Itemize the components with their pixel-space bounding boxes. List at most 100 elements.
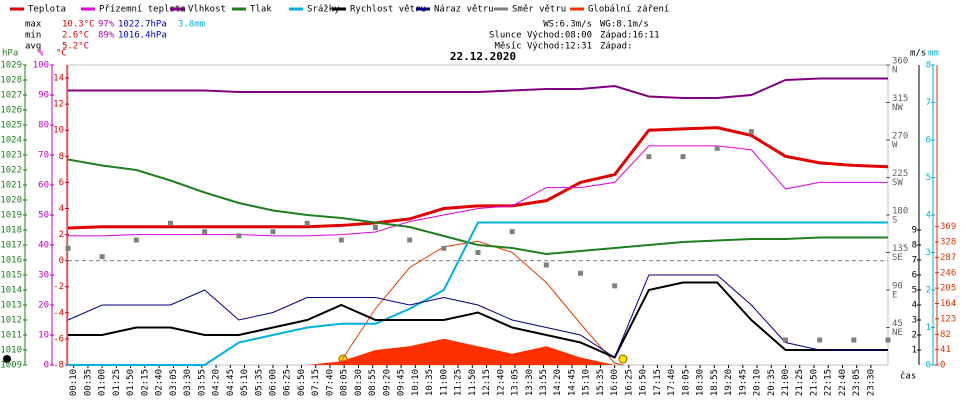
- stat: 97%: [98, 20, 115, 30]
- direction-point: [304, 220, 310, 226]
- x-tick-label: 06:50: [297, 369, 307, 396]
- series-line: [68, 281, 888, 359]
- y-tick-label: 315: [892, 94, 908, 104]
- direction-point: [543, 262, 549, 268]
- x-tick-label: 04:20: [212, 369, 222, 396]
- y-tick-label: 1017: [0, 241, 22, 251]
- x-tick-label: 10:35: [425, 369, 435, 396]
- y-tick-label: 164: [940, 299, 956, 309]
- y-tick-label: 1028: [0, 76, 22, 86]
- y-tick-label: 5: [912, 286, 917, 296]
- x-tick-label: 18:05: [681, 369, 691, 396]
- direction-point: [680, 154, 686, 160]
- y-tick-label: 1027: [0, 91, 22, 101]
- stat: 5.2°C: [62, 42, 89, 52]
- y-tick-label: 10: [53, 126, 64, 136]
- direction-point: [441, 245, 447, 251]
- info: Západ:16:11: [600, 31, 660, 41]
- x-tick-label: 14:45: [567, 369, 577, 396]
- info: WS:6.3m/s: [543, 20, 592, 30]
- y-tick-label: -6: [53, 334, 64, 344]
- y-tick-label: 10: [38, 331, 49, 341]
- y-tick-label: 2: [912, 331, 917, 341]
- series-line: [67, 158, 888, 256]
- y-tick-label: 0: [44, 361, 49, 371]
- x-tick-label: 02:15: [140, 369, 150, 396]
- y-tick-label: 1025: [0, 121, 22, 131]
- x-tick-label: 21:00: [781, 369, 791, 396]
- y-tick-label: 225: [892, 169, 908, 179]
- y-tick-label: 1023: [0, 151, 22, 161]
- direction-point: [270, 229, 276, 235]
- stat: 3.8mm: [178, 20, 205, 30]
- x-tick-label: 11:00: [439, 369, 449, 396]
- x-tick-label: 21:50: [809, 369, 819, 396]
- series-line: [67, 126, 889, 230]
- y-tick-label: 40: [38, 241, 49, 251]
- y-tick-label: 100: [33, 61, 49, 71]
- x-axis-label: čas: [900, 371, 916, 382]
- compass-label: NW: [892, 103, 903, 113]
- y-tick-label: 60: [38, 181, 49, 191]
- legend-label: Globální záření: [588, 5, 669, 15]
- x-tick-label: 13:30: [525, 369, 535, 396]
- x-tick-label: 03:05: [169, 369, 179, 396]
- x-tick-label: 12:15: [482, 369, 492, 396]
- y-tick-label: 0: [59, 256, 64, 266]
- x-tick-label: 03:55: [197, 369, 207, 396]
- x-tick-label: 16:25: [624, 369, 634, 396]
- compass-label: W: [892, 141, 898, 151]
- x-tick-label: 15:35: [596, 369, 606, 396]
- direction-point: [509, 229, 515, 235]
- direction-point: [612, 283, 618, 289]
- y-tick-label: 4: [59, 204, 64, 214]
- info: WG:8.1m/s: [600, 20, 649, 30]
- x-tick-label: 17:40: [667, 369, 677, 396]
- x-tick-label: 01:25: [112, 369, 122, 396]
- series-line: [68, 145, 888, 237]
- y-tick-label: 4: [912, 301, 917, 311]
- y-tick-label: -2: [53, 282, 64, 292]
- y-tick-label: 180: [892, 207, 908, 217]
- y-tick-label: 1011: [0, 331, 22, 341]
- y-tick-label: 1026: [0, 106, 22, 116]
- y-tick-label: 14: [53, 74, 64, 84]
- y-tick-label: 1018: [0, 226, 22, 236]
- direction-point: [133, 237, 139, 243]
- direction-point: [578, 270, 583, 276]
- compass-label: S: [892, 216, 897, 226]
- x-tick-label: 13:05: [511, 369, 521, 396]
- x-tick-label: 17:15: [653, 369, 663, 396]
- x-tick-label: 16:00: [610, 369, 620, 396]
- x-tick-label: 15:10: [582, 369, 592, 396]
- compass-label: E: [892, 291, 897, 301]
- radiation-area: [68, 338, 888, 365]
- legend-label: Teplota: [28, 5, 66, 15]
- y-tick-label: 2: [59, 230, 64, 240]
- x-tick-label: 22:15: [824, 369, 834, 396]
- axis-unit: mm: [928, 49, 939, 59]
- direction-point: [885, 337, 891, 343]
- y-tick-label: 45: [892, 319, 903, 329]
- direction-point: [99, 254, 105, 260]
- x-tick-label: 10:10: [411, 369, 421, 396]
- axis-unit: %: [38, 49, 44, 59]
- y-tick-label: 8: [926, 61, 931, 71]
- stat: 89%: [98, 31, 115, 41]
- y-tick-label: 360: [892, 57, 908, 67]
- x-tick-label: 02:40: [155, 369, 165, 396]
- info: Slunce Východ:08:00: [489, 31, 592, 41]
- x-tick-label: 23:05: [852, 369, 862, 396]
- x-tick-label: 14:20: [553, 369, 563, 396]
- stat: min: [25, 31, 41, 41]
- y-tick-label: 1010: [0, 346, 22, 356]
- x-tick-label: 20:10: [753, 369, 763, 396]
- axis-unit: °C: [56, 49, 67, 59]
- y-tick-label: 1022: [0, 166, 22, 176]
- y-tick-label: 41: [940, 345, 951, 355]
- x-tick-label: 08:55: [368, 369, 378, 396]
- x-tick-label: 07:40: [325, 369, 335, 396]
- x-tick-label: 00:35: [83, 369, 93, 396]
- direction-point: [783, 337, 788, 343]
